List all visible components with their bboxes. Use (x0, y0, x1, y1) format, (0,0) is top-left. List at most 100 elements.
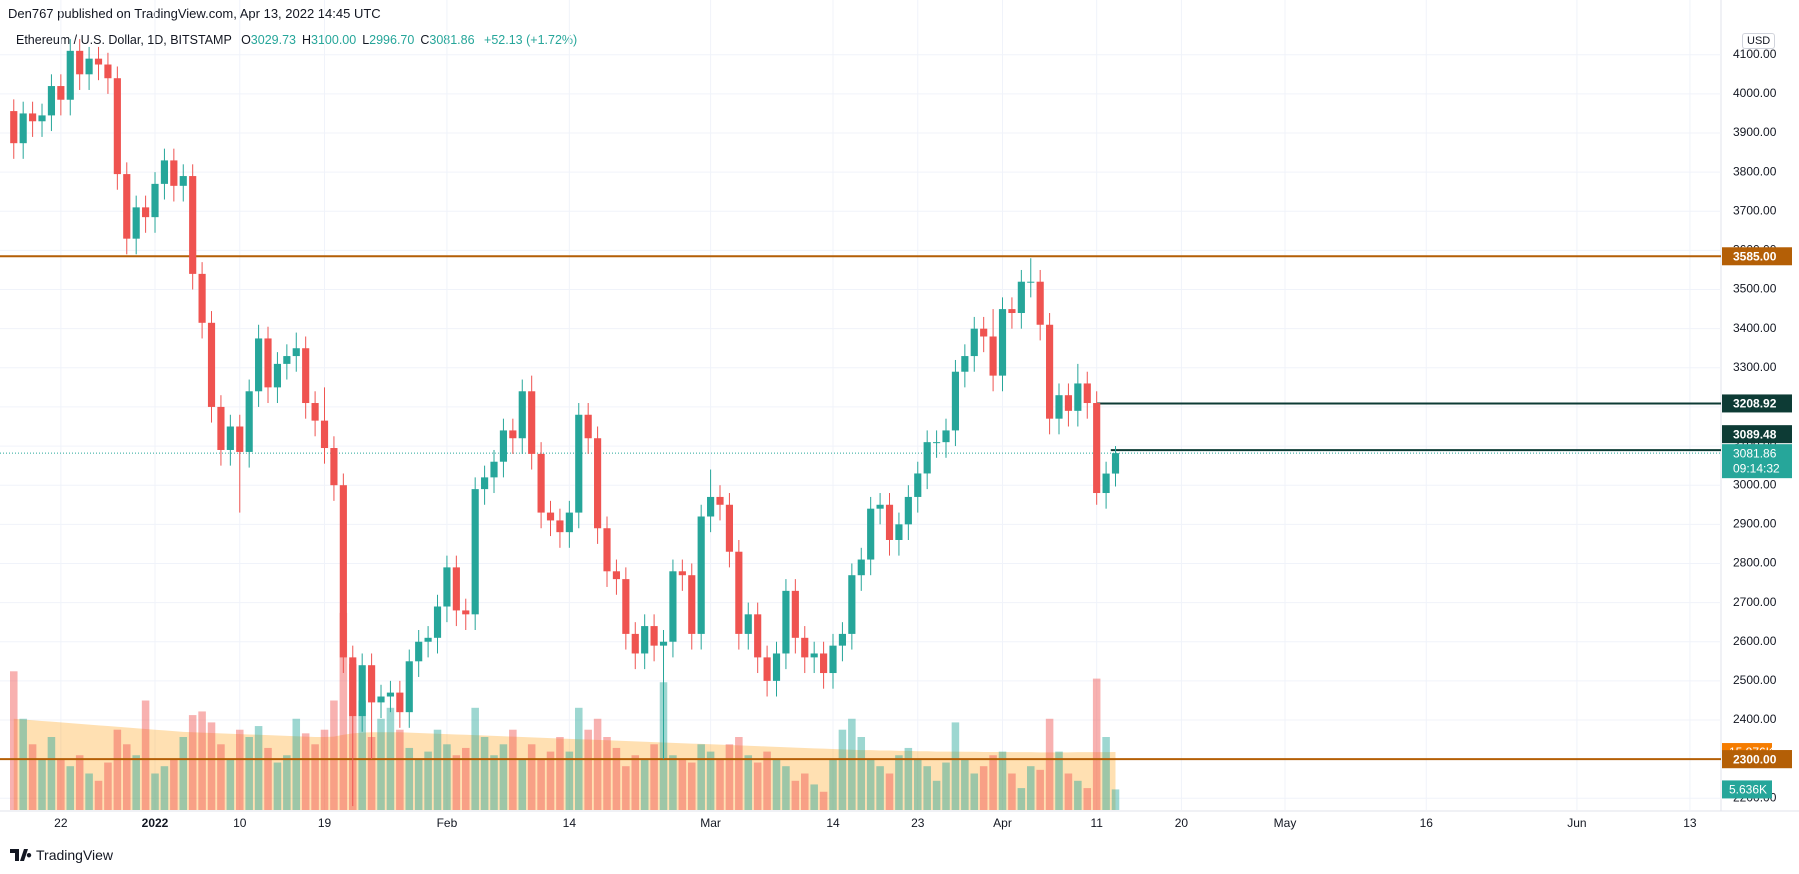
volume-bar (791, 780, 800, 810)
candle-body (349, 657, 357, 717)
candle-body (94, 58, 103, 65)
volume-bar (405, 747, 414, 810)
volume-bar (1008, 773, 1016, 810)
candle-body (113, 78, 121, 175)
legend-value: 2996.70 (369, 33, 415, 47)
candle-body (848, 575, 856, 634)
candle-body (207, 322, 216, 407)
volume-bar (913, 758, 922, 810)
y-tick-label: 3400.00 (1733, 321, 1777, 335)
candle-body (509, 430, 517, 439)
candle-body (754, 614, 762, 658)
volume-bar (113, 729, 122, 810)
level-label-box (1722, 247, 1792, 266)
volume-bar (678, 758, 687, 810)
last-price-box (1722, 444, 1792, 479)
candle-body (236, 426, 244, 452)
y-tick-label: 3000.00 (1733, 477, 1777, 491)
candle-body (104, 64, 112, 79)
candle-body (471, 489, 479, 615)
candle-body (716, 496, 724, 505)
volume-bar (1026, 766, 1035, 810)
candle-body (443, 567, 451, 607)
volume-bar (424, 751, 432, 810)
candle-body (1055, 395, 1063, 419)
volume-bar (1111, 789, 1120, 810)
candle-body (339, 485, 347, 658)
candle-body (10, 111, 18, 144)
volume-bar (414, 758, 423, 810)
volume-bar (207, 722, 216, 810)
volume-bar (697, 744, 705, 810)
level-label: 3089.48 (1733, 427, 1777, 441)
x-tick-label: 22 (54, 816, 68, 830)
candle-body (19, 113, 27, 144)
candle-body (38, 115, 46, 122)
candle-body (424, 637, 432, 642)
volume-bar (876, 766, 884, 810)
candle-body (1017, 281, 1025, 314)
x-tick-label: 11 (1090, 816, 1103, 830)
volume-bar (10, 671, 18, 810)
candle-body (970, 328, 978, 357)
x-tick-label: 19 (318, 816, 332, 830)
candle-body (264, 338, 272, 388)
candle-body (857, 559, 865, 576)
volume-bar (735, 737, 743, 810)
candle-body (66, 50, 74, 100)
candle-body (688, 575, 696, 634)
volume-bar (151, 773, 159, 810)
candle-body (904, 496, 912, 525)
candle-body (358, 665, 366, 717)
volume-bar (650, 744, 658, 810)
candle-body (923, 442, 931, 474)
level-label-box (1722, 425, 1792, 444)
volume-label: 5.636K (1729, 783, 1767, 797)
volume-bar (593, 718, 602, 810)
candle-body (641, 626, 649, 654)
candle-body (546, 512, 555, 521)
volume-bar (367, 737, 376, 810)
currency-button[interactable]: USD (1742, 33, 1776, 49)
legend-key: H (301, 33, 312, 47)
y-tick-label: 3500.00 (1733, 282, 1777, 296)
candle-body (1064, 395, 1073, 411)
volume-bar (622, 766, 630, 810)
volume-bar (866, 758, 875, 810)
level-label: 3208.92 (1733, 397, 1777, 411)
x-tick-label: May (1274, 816, 1297, 830)
volume-ma-area (13, 718, 1116, 810)
volume-bar (1092, 678, 1101, 810)
candle-body (631, 633, 639, 654)
volume-bar (292, 718, 301, 810)
x-tick-label: Mar (700, 816, 721, 830)
level-label: 2300.00 (1733, 752, 1777, 766)
candle-body (772, 653, 781, 681)
candle-body (782, 590, 790, 654)
candle-body (170, 160, 178, 186)
candle-body (226, 426, 234, 450)
volume-bar (612, 747, 621, 810)
change: +52.13 (+1.72%) (484, 33, 578, 47)
candle-body (838, 633, 847, 646)
volume-bar (1102, 737, 1110, 810)
volume-bar (603, 737, 611, 810)
candle-body (603, 528, 611, 572)
volume-bar (951, 722, 960, 810)
candle-body (462, 610, 470, 615)
candle-body (528, 391, 536, 454)
legend-key: L (362, 33, 370, 47)
volume-bar (782, 766, 790, 810)
volume-bar (584, 729, 592, 810)
candle-body (179, 176, 187, 186)
published-line: Den767 published on TradingView.com, Apr… (8, 6, 381, 21)
volume-bar (104, 762, 112, 810)
candle-body (707, 496, 715, 517)
volume-bar (170, 758, 178, 810)
x-tick-label: 16 (1420, 816, 1434, 830)
last-price-label: 3081.86 (1733, 446, 1777, 460)
volume-bar (942, 762, 950, 810)
candle-body (1027, 281, 1035, 283)
candle-body (311, 403, 319, 421)
volume-bar (19, 718, 27, 810)
